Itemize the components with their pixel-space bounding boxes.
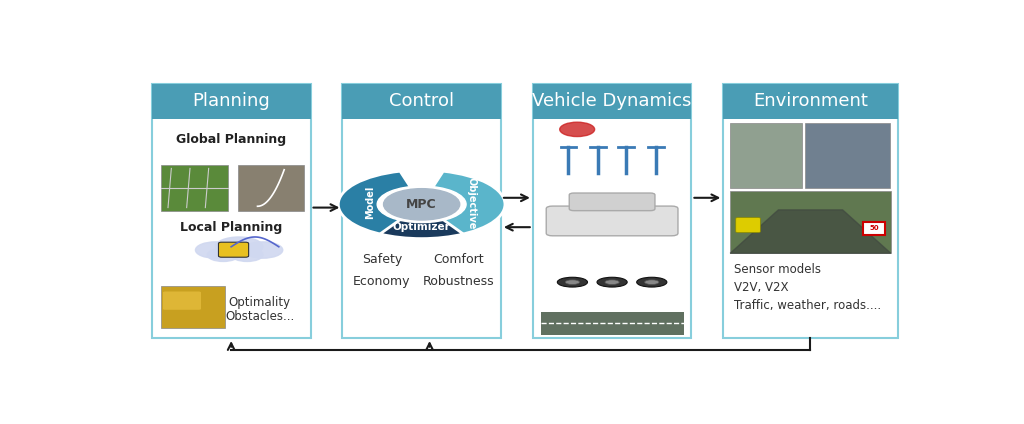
Circle shape (207, 248, 240, 262)
Circle shape (377, 186, 466, 223)
Text: Control: Control (389, 92, 455, 111)
Circle shape (384, 189, 460, 220)
Wedge shape (422, 171, 505, 237)
Text: Sensor models: Sensor models (733, 263, 820, 276)
Wedge shape (338, 171, 422, 237)
Text: Comfort: Comfort (433, 253, 483, 266)
FancyBboxPatch shape (238, 165, 304, 211)
Polygon shape (730, 210, 891, 253)
Text: Economy: Economy (353, 275, 411, 287)
FancyBboxPatch shape (342, 84, 501, 338)
FancyBboxPatch shape (546, 206, 678, 236)
Circle shape (560, 122, 595, 137)
FancyBboxPatch shape (218, 242, 249, 257)
Ellipse shape (565, 280, 580, 285)
Text: MPC: MPC (407, 198, 437, 211)
Text: Local Planning: Local Planning (180, 220, 283, 234)
Text: Robustness: Robustness (422, 275, 494, 287)
FancyBboxPatch shape (532, 84, 691, 338)
FancyBboxPatch shape (532, 84, 691, 120)
FancyBboxPatch shape (723, 84, 898, 120)
Text: Environment: Environment (753, 92, 868, 111)
FancyBboxPatch shape (162, 165, 228, 211)
Circle shape (243, 242, 283, 258)
Text: V2V, V2X: V2V, V2X (733, 281, 788, 294)
Text: Traffic, weather, roads....: Traffic, weather, roads.... (733, 299, 881, 312)
FancyBboxPatch shape (730, 191, 891, 253)
Text: 50: 50 (869, 226, 879, 232)
Ellipse shape (637, 277, 667, 287)
FancyBboxPatch shape (805, 123, 890, 188)
FancyBboxPatch shape (162, 286, 224, 328)
Circle shape (231, 248, 263, 262)
Ellipse shape (645, 280, 658, 285)
Text: Obstacles...: Obstacles... (225, 310, 294, 324)
Text: Vehicle Dynamics: Vehicle Dynamics (532, 92, 692, 111)
Text: Objective: Objective (467, 176, 476, 229)
Text: Global Planning: Global Planning (176, 132, 287, 145)
Circle shape (215, 237, 263, 257)
Ellipse shape (605, 280, 620, 285)
Ellipse shape (557, 277, 588, 287)
FancyBboxPatch shape (730, 123, 803, 188)
Text: Safety: Safety (361, 253, 402, 266)
FancyBboxPatch shape (163, 291, 201, 310)
FancyBboxPatch shape (863, 222, 886, 235)
Text: Optimizer: Optimizer (393, 222, 451, 232)
FancyBboxPatch shape (152, 84, 310, 120)
FancyBboxPatch shape (342, 84, 501, 120)
FancyBboxPatch shape (152, 84, 310, 338)
Ellipse shape (597, 277, 627, 287)
FancyBboxPatch shape (723, 84, 898, 338)
Wedge shape (380, 204, 463, 239)
Text: Planning: Planning (193, 92, 270, 111)
Circle shape (196, 242, 236, 258)
FancyBboxPatch shape (735, 218, 761, 233)
FancyBboxPatch shape (569, 193, 655, 211)
Text: Optimality: Optimality (228, 296, 291, 309)
Text: Model: Model (365, 186, 375, 219)
FancyBboxPatch shape (541, 312, 684, 335)
